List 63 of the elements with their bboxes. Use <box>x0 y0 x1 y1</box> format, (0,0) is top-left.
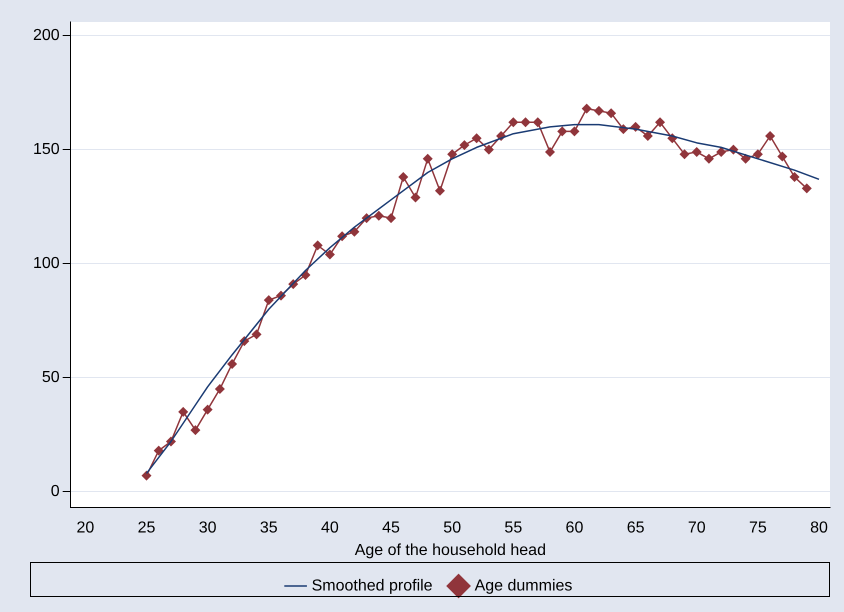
point <box>374 210 384 221</box>
y-tick-label: 150 <box>32 141 60 158</box>
point <box>777 152 788 162</box>
point <box>569 126 580 136</box>
y-tick-label: 100 <box>32 255 60 272</box>
point <box>142 470 152 481</box>
point <box>484 144 494 155</box>
point <box>459 140 470 150</box>
point <box>692 146 702 157</box>
x-tick-label: 70 <box>688 520 706 537</box>
point <box>790 172 800 182</box>
x-tick-label: 35 <box>260 520 278 537</box>
point <box>472 133 482 144</box>
point <box>202 404 213 415</box>
legend-label: Age dummies <box>474 577 572 594</box>
x-tick-label: 25 <box>138 520 156 537</box>
point <box>508 117 518 128</box>
point <box>434 186 445 196</box>
point <box>447 149 458 160</box>
point <box>740 154 751 164</box>
point <box>802 183 812 194</box>
x-axis-title: Age of the household head <box>354 542 546 559</box>
x-tick-label: 30 <box>198 520 217 537</box>
point <box>264 295 274 306</box>
point <box>545 146 555 157</box>
x-tick-label: 40 <box>321 520 339 537</box>
point <box>532 117 543 128</box>
legend-label: Smoothed profile <box>312 577 433 594</box>
y-tick-label: 50 <box>42 369 60 386</box>
x-tick-label: 55 <box>504 520 522 537</box>
point <box>679 149 690 160</box>
point <box>214 384 225 394</box>
y-tick-label: 0 <box>50 483 60 500</box>
point <box>765 130 776 141</box>
point <box>410 192 420 203</box>
point <box>324 250 335 260</box>
point <box>252 329 262 340</box>
point <box>312 240 323 250</box>
point <box>154 446 164 456</box>
point <box>386 213 396 224</box>
point <box>190 425 200 436</box>
point <box>655 117 666 128</box>
point <box>557 126 568 136</box>
x-tick-label: 75 <box>748 520 767 537</box>
x-tick-label: 20 <box>76 520 94 537</box>
x-tick-label: 50 <box>443 520 462 537</box>
point <box>594 106 604 116</box>
x-tick-label: 60 <box>566 520 584 537</box>
x-tick-label: 80 <box>810 520 828 537</box>
point <box>520 117 531 128</box>
y-tick-label: 200 <box>32 27 60 44</box>
point <box>752 149 763 160</box>
point <box>422 154 433 164</box>
x-tick-label: 45 <box>382 520 400 537</box>
x-tick-label: 65 <box>626 520 645 537</box>
point <box>178 406 188 417</box>
point <box>716 146 726 157</box>
point <box>582 104 592 114</box>
point <box>642 130 653 141</box>
point <box>704 154 714 164</box>
point <box>398 172 408 182</box>
point <box>606 108 616 118</box>
point <box>227 358 238 369</box>
